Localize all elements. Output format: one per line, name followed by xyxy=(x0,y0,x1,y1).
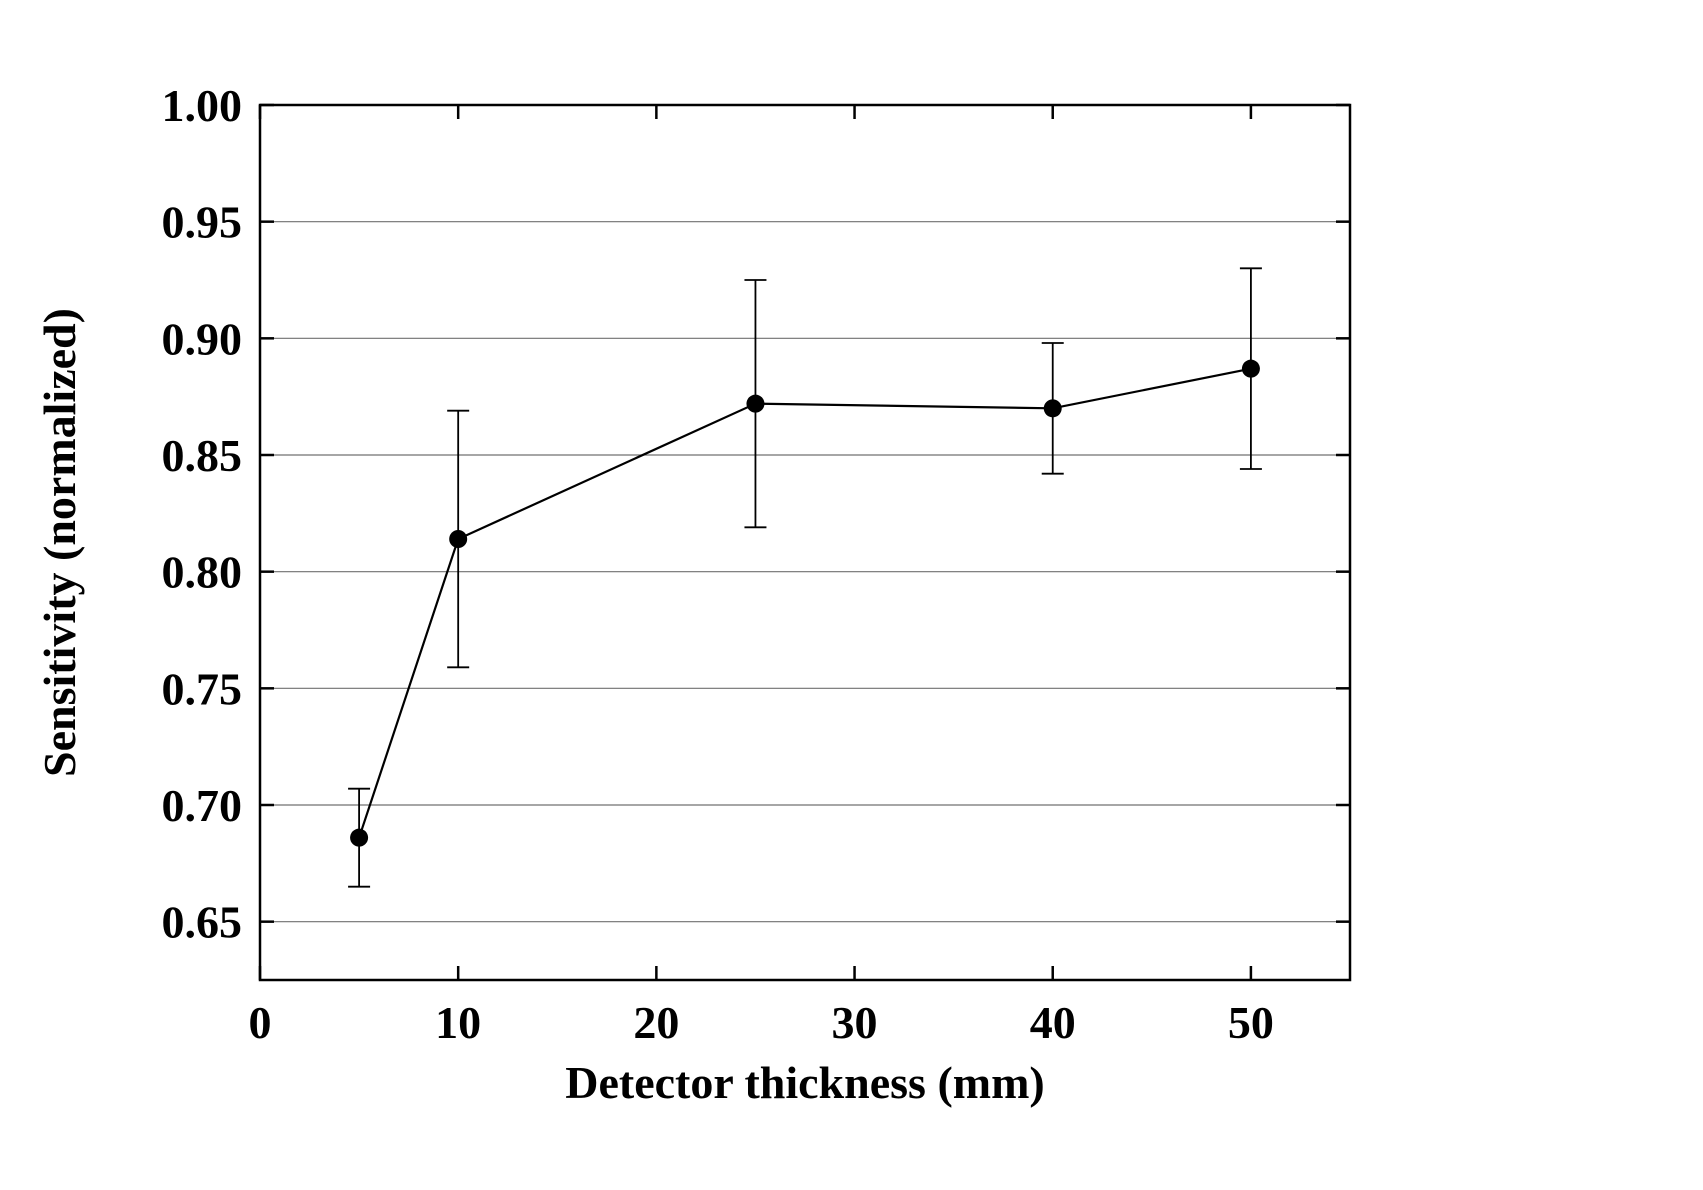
y-tick-label: 0.80 xyxy=(162,547,243,598)
x-axis-label: Detector thickness (mm) xyxy=(565,1057,1044,1108)
x-tick-label: 0 xyxy=(249,997,272,1048)
data-point xyxy=(1044,399,1062,417)
chart-container: 0 10 20 30 40 50 0.65 0.70 0.75 0.80 0.85 0.90 0.95 1… xyxy=(0,0,1703,1190)
data-point xyxy=(449,530,467,548)
x-tick-label: 10 xyxy=(435,997,481,1048)
y-tick-label: 0.95 xyxy=(162,197,243,248)
y-tick-label: 0.65 xyxy=(162,897,243,948)
sensitivity-chart: 0 10 20 30 40 50 0.65 0.70 0.75 0.80 0.85 0.90 0.95 1… xyxy=(0,0,1703,1190)
x-tick-label: 30 xyxy=(832,997,878,1048)
y-tick-label: 1.00 xyxy=(162,80,243,131)
y-axis-label: Sensitivity (normalized) xyxy=(34,308,85,777)
x-tick-label: 20 xyxy=(633,997,679,1048)
y-tick-label: 0.70 xyxy=(162,780,243,831)
x-tick-label: 50 xyxy=(1228,997,1274,1048)
data-point xyxy=(1242,360,1260,378)
y-tick-label: 0.90 xyxy=(162,313,243,364)
x-tick-label: 40 xyxy=(1030,997,1076,1048)
data-point xyxy=(350,829,368,847)
y-tick-label: 0.85 xyxy=(162,430,243,481)
y-tick-label: 0.75 xyxy=(162,663,243,714)
data-point xyxy=(746,395,764,413)
